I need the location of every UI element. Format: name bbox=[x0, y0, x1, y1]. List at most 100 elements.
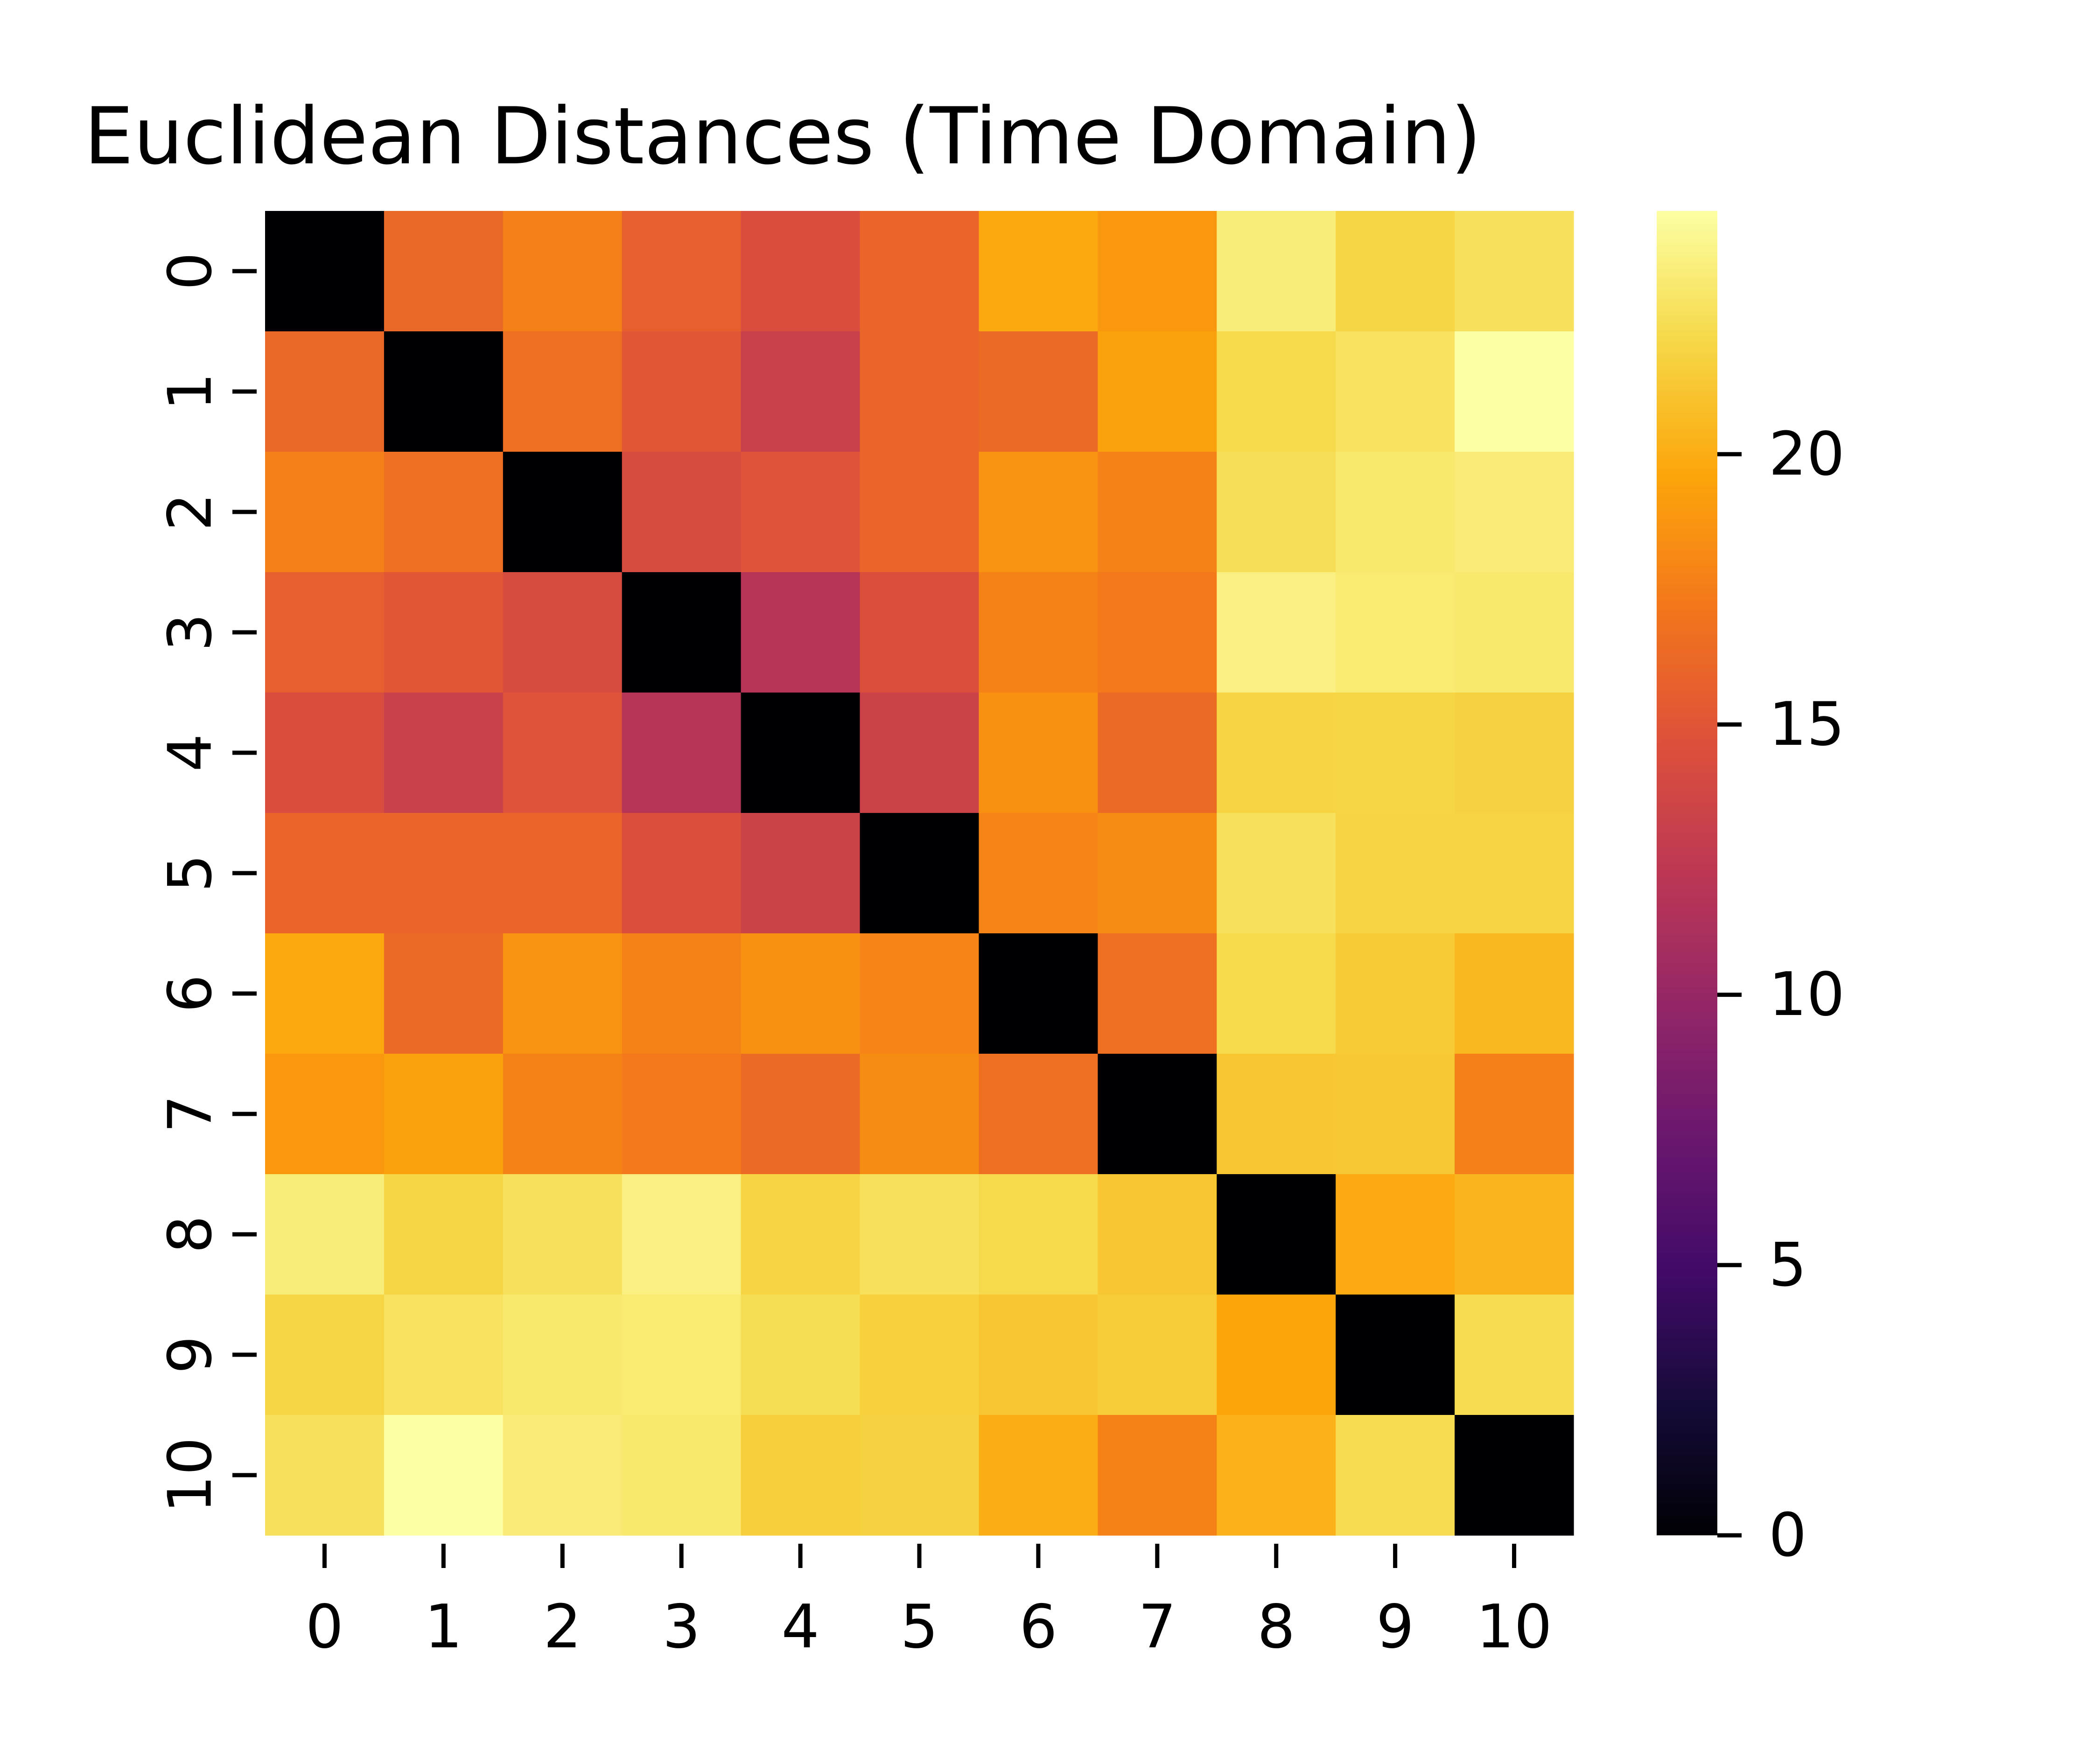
heatmap-cell bbox=[741, 933, 861, 1054]
heatmap-cell bbox=[384, 1174, 504, 1295]
heatmap-cell bbox=[1098, 933, 1217, 1054]
heatmap-cell bbox=[1455, 693, 1574, 813]
heatmap-cell bbox=[1336, 813, 1455, 934]
x-tick-label: 3 bbox=[662, 1592, 700, 1662]
heatmap-cell bbox=[384, 1415, 504, 1536]
heatmap-cell bbox=[622, 452, 742, 573]
colorbar-tick-label: 10 bbox=[1769, 960, 1845, 1029]
heatmap-cell bbox=[265, 331, 385, 452]
heatmap-cell bbox=[265, 813, 385, 934]
heatmap-cell bbox=[1217, 1295, 1336, 1415]
heatmap-cell bbox=[265, 572, 385, 693]
heatmap-cell bbox=[979, 1054, 1098, 1175]
x-tick-label: 7 bbox=[1138, 1592, 1176, 1662]
heatmap-cell bbox=[622, 1174, 742, 1295]
heatmap-cell bbox=[384, 452, 504, 573]
heatmap-cell bbox=[622, 1415, 742, 1536]
heatmap-cell bbox=[741, 572, 861, 693]
y-tick-label: 3 bbox=[156, 613, 225, 651]
heatmap-cell bbox=[1098, 1174, 1217, 1295]
y-tick-label: 6 bbox=[156, 974, 225, 1012]
heatmap-cell bbox=[860, 452, 980, 573]
chart-title: Euclidean Distances (Time Domain) bbox=[84, 91, 1481, 182]
heatmap-cell bbox=[1455, 813, 1574, 934]
heatmap-cell bbox=[741, 1174, 861, 1295]
heatmap-cell bbox=[1455, 1054, 1574, 1175]
x-axis: 0 1 2 3 4 5 6 7 8 9 10 bbox=[306, 1544, 1552, 1662]
heatmap-cell bbox=[1098, 1415, 1217, 1536]
y-tick-label: 4 bbox=[156, 734, 225, 771]
heatmap-cell bbox=[860, 1295, 980, 1415]
heatmap-cell bbox=[741, 1415, 861, 1536]
heatmap-cell bbox=[1336, 1415, 1455, 1536]
heatmap-cell bbox=[1098, 1295, 1217, 1415]
heatmap-cell bbox=[1098, 693, 1217, 813]
heatmap-cell bbox=[1336, 452, 1455, 573]
heatmap-cell bbox=[622, 933, 742, 1054]
heatmap-cell bbox=[860, 1415, 980, 1536]
heatmap-cell bbox=[979, 813, 1098, 934]
heatmap-cell bbox=[1455, 452, 1574, 573]
heatmap-cell bbox=[741, 452, 861, 573]
y-tick-label: 2 bbox=[156, 493, 225, 531]
heatmap-cell bbox=[622, 572, 742, 693]
heatmap-cell bbox=[265, 452, 385, 573]
heatmap-cell bbox=[384, 813, 504, 934]
heatmap-cell bbox=[979, 1295, 1098, 1415]
heatmap-cell bbox=[503, 452, 623, 573]
heatmap-cell bbox=[979, 211, 1098, 332]
heatmap-cell bbox=[1455, 1174, 1574, 1295]
x-tick-label: 4 bbox=[781, 1592, 819, 1662]
heatmap-cell bbox=[265, 1054, 385, 1175]
heatmap-cell bbox=[741, 1295, 861, 1415]
heatmap-cell bbox=[384, 1295, 504, 1415]
heatmap-cell bbox=[979, 1174, 1098, 1295]
heatmap-cell bbox=[1217, 813, 1336, 934]
heatmap-cell bbox=[979, 693, 1098, 813]
heatmap-cell bbox=[622, 331, 742, 452]
heatmap-cell bbox=[503, 1054, 623, 1175]
heatmap-cell bbox=[503, 572, 623, 693]
heatmap-cell bbox=[1217, 211, 1336, 332]
heatmap-cell bbox=[1336, 331, 1455, 452]
heatmap-cell bbox=[384, 331, 504, 452]
heatmap-cell bbox=[1455, 211, 1574, 332]
colorbar: 0 5 10 15 20 bbox=[1657, 211, 1845, 1570]
heatmap-cell bbox=[979, 933, 1098, 1054]
heatmap-cell bbox=[1098, 1054, 1217, 1175]
heatmap-cell bbox=[265, 933, 385, 1054]
heatmap-cell bbox=[1098, 211, 1217, 332]
heatmap-cell bbox=[1217, 572, 1336, 693]
heatmap-cell bbox=[741, 211, 861, 332]
heatmap-cell bbox=[1336, 1174, 1455, 1295]
heatmap-cell bbox=[1336, 1295, 1455, 1415]
heatmap-cell bbox=[1217, 452, 1336, 573]
heatmap-cell bbox=[1336, 693, 1455, 813]
heatmap-cell bbox=[1336, 1054, 1455, 1175]
heatmap-cell bbox=[860, 1174, 980, 1295]
heatmap-cell bbox=[979, 1415, 1098, 1536]
heatmap-cell bbox=[1098, 572, 1217, 693]
heatmap-cell bbox=[860, 693, 980, 813]
y-tick-label: 5 bbox=[156, 854, 225, 892]
heatmap-cell bbox=[741, 331, 861, 452]
heatmap-cell bbox=[622, 211, 742, 332]
heatmap-cell bbox=[979, 452, 1098, 573]
heatmap-cell bbox=[1336, 933, 1455, 1054]
x-tick-label: 5 bbox=[900, 1592, 938, 1662]
heatmap-cell bbox=[860, 813, 980, 934]
x-tick-label: 8 bbox=[1257, 1592, 1295, 1662]
heatmap-cell bbox=[622, 1295, 742, 1415]
heatmap-cell bbox=[1336, 211, 1455, 332]
heatmap-cell bbox=[1098, 452, 1217, 573]
heatmap-cell bbox=[1217, 693, 1336, 813]
heatmap-cell bbox=[860, 211, 980, 332]
heatmap-cell bbox=[741, 1054, 861, 1175]
colorbar-tick-label: 15 bbox=[1769, 690, 1845, 759]
y-tick-label: 8 bbox=[156, 1215, 225, 1253]
x-tick-label: 2 bbox=[544, 1592, 581, 1662]
heatmap-cell bbox=[384, 933, 504, 1054]
x-tick-label: 9 bbox=[1376, 1592, 1414, 1662]
